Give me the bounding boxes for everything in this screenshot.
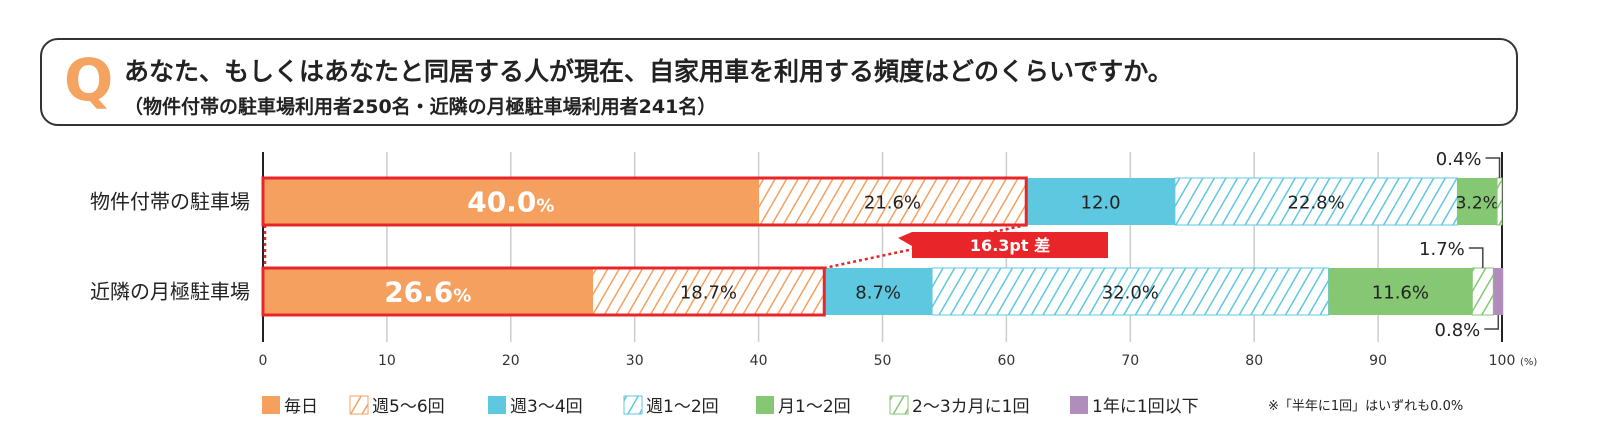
question-box: Q あなた、もしくはあなたと同居する人が現在、自家用車を利用する頻度はどのくらい… — [40, 38, 1518, 126]
legend-swatch — [1070, 396, 1088, 414]
data-label: 18.7% — [680, 283, 737, 304]
bar-segment — [1174, 177, 1458, 226]
bar-segment — [263, 178, 759, 225]
callout-line — [1485, 157, 1501, 178]
difference-label: 16.3pt 差 — [970, 236, 1050, 255]
legend-label: 2～3カ月に1回 — [912, 397, 1029, 417]
bar-segment — [1026, 178, 1175, 225]
legend-swatch — [756, 396, 774, 414]
question-mark-icon: Q — [64, 46, 114, 114]
bar-segment — [1493, 268, 1504, 315]
legend-label: 週1～2回 — [646, 397, 719, 417]
legend-swatch — [262, 396, 280, 414]
x-tick-label: 80 — [1245, 353, 1263, 369]
legend-label: 週3～4回 — [510, 397, 583, 417]
highlight-outline — [261, 266, 826, 317]
x-tick-label: 0 — [259, 353, 268, 369]
category-label: 物件付帯の駐車場 — [90, 190, 250, 214]
x-tick-label: 10 — [378, 353, 396, 369]
x-tick-label: 100 — [1489, 353, 1516, 369]
x-tick-label: 20 — [502, 353, 520, 369]
x-tick-label: 60 — [997, 353, 1015, 369]
bar-segment — [931, 267, 1330, 316]
bar-segment — [1471, 267, 1494, 316]
data-label: 22.8% — [1288, 193, 1345, 214]
bar-segment — [758, 177, 1027, 226]
legend-swatch — [349, 395, 369, 415]
category-label: 近隣の月極駐車場 — [90, 280, 250, 304]
legend-label: 週5～6回 — [372, 397, 445, 417]
callout-label: 1.7% — [1419, 239, 1465, 260]
x-tick-label: 40 — [750, 353, 768, 369]
legend-swatch — [889, 395, 909, 415]
x-tick-label: 50 — [874, 353, 892, 369]
data-label: 8.7% — [855, 283, 901, 304]
x-unit-label: (%) — [1520, 357, 1537, 368]
data-label: 26.6% — [384, 276, 471, 309]
data-label: 3.2% — [1456, 194, 1499, 214]
data-label: 32.0% — [1102, 283, 1159, 304]
legend-swatch — [488, 396, 506, 414]
footnote: ※「半年に1回」はいずれも0.0% — [1268, 399, 1463, 414]
callout-line — [1484, 315, 1500, 330]
legend-label: 毎日 — [284, 397, 318, 417]
x-tick-label: 70 — [1121, 353, 1139, 369]
bar-segment — [824, 268, 933, 315]
x-tick-label: 30 — [626, 353, 644, 369]
legend-label: 月1～2回 — [778, 397, 851, 417]
bar-segment — [1457, 178, 1498, 225]
bar-segment — [592, 267, 825, 316]
question-text: あなた、もしくはあなたと同居する人が現在、自家用車を利用する頻度はどのくらいです… — [124, 57, 1173, 86]
data-label: 12.0 — [1081, 193, 1121, 214]
legend-label: 1年に1回以下 — [1092, 397, 1199, 417]
bar-segment — [1328, 268, 1473, 315]
data-label: 11.6% — [1372, 283, 1429, 304]
difference-badge — [898, 232, 1108, 258]
x-tick-label: 90 — [1369, 353, 1387, 369]
legend-swatch — [623, 395, 643, 415]
question-subtext: （物件付帯の駐車場利用者250名・近隣の月極駐車場利用者241名） — [124, 96, 717, 118]
data-label: 21.6% — [864, 193, 921, 214]
highlight-outline — [261, 176, 1028, 227]
bar-segment — [263, 268, 593, 315]
callout-label: 0.4% — [1436, 149, 1482, 170]
callout-label: 0.8% — [1435, 320, 1481, 341]
bar-segment — [1496, 177, 1503, 226]
callout-line — [1468, 247, 1484, 268]
